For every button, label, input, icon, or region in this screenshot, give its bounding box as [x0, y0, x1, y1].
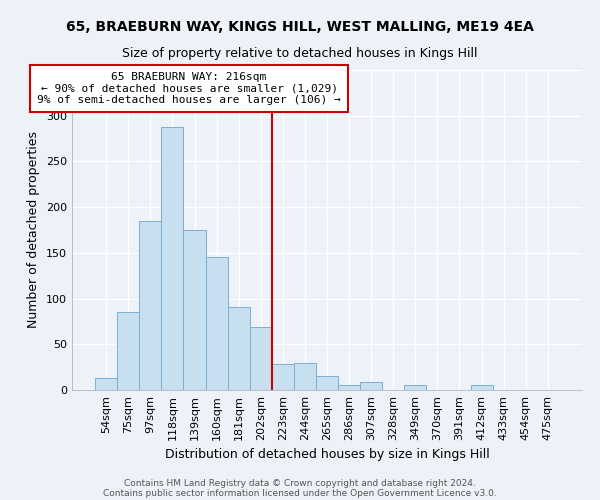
Y-axis label: Number of detached properties: Number of detached properties: [28, 132, 40, 328]
X-axis label: Distribution of detached houses by size in Kings Hill: Distribution of detached houses by size …: [164, 448, 490, 462]
Text: 65 BRAEBURN WAY: 216sqm
← 90% of detached houses are smaller (1,029)
9% of semi-: 65 BRAEBURN WAY: 216sqm ← 90% of detache…: [37, 72, 341, 105]
Text: Contains HM Land Registry data © Crown copyright and database right 2024.: Contains HM Land Registry data © Crown c…: [124, 478, 476, 488]
Text: Contains public sector information licensed under the Open Government Licence v3: Contains public sector information licen…: [103, 488, 497, 498]
Bar: [139, 221, 161, 390]
Bar: [338, 386, 360, 390]
Bar: [117, 312, 139, 390]
Bar: [250, 327, 272, 390]
Bar: [161, 126, 184, 390]
Bar: [206, 256, 227, 390]
Bar: [360, 382, 382, 390]
Bar: [184, 230, 206, 390]
Bar: [227, 307, 250, 390]
Bar: [272, 364, 294, 390]
Text: Size of property relative to detached houses in Kings Hill: Size of property relative to detached ho…: [122, 48, 478, 60]
Text: 65, BRAEBURN WAY, KINGS HILL, WEST MALLING, ME19 4EA: 65, BRAEBURN WAY, KINGS HILL, WEST MALLI…: [66, 20, 534, 34]
Bar: [95, 378, 117, 390]
Bar: [404, 386, 427, 390]
Bar: [294, 362, 316, 390]
Bar: [316, 376, 338, 390]
Bar: [470, 384, 493, 390]
